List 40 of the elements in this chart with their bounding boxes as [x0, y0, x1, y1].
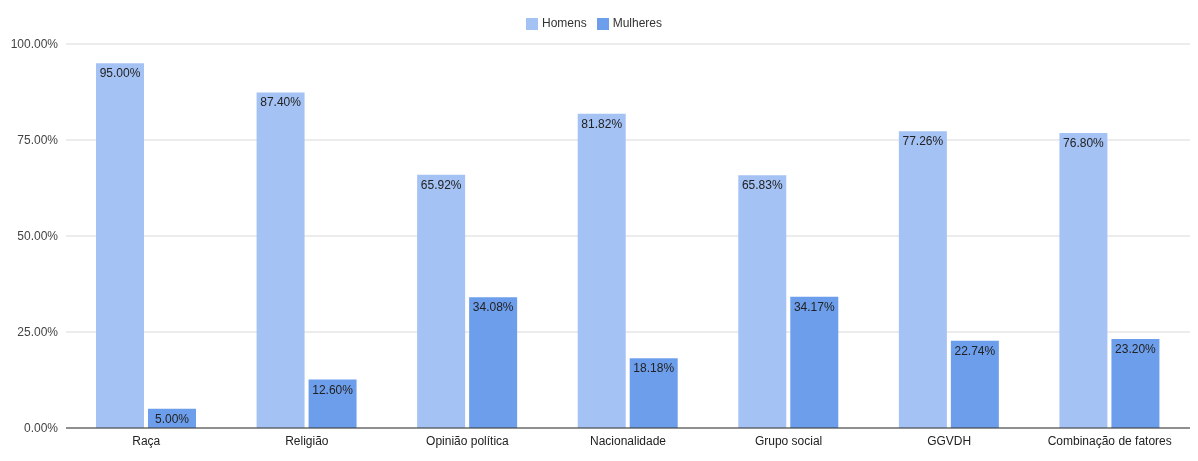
bar	[738, 175, 787, 428]
data-label: 77.26%	[902, 134, 944, 149]
data-label: 76.80%	[1063, 136, 1105, 151]
x-tick-label: Combinação de fatores	[1047, 433, 1172, 448]
x-tick-label: Raça	[132, 433, 161, 448]
data-label: 5.00%	[154, 411, 190, 426]
x-tick-label: Grupo social	[754, 433, 823, 448]
bar	[1111, 338, 1160, 428]
data-label: 23.20%	[1115, 341, 1157, 356]
data-label: 87.40%	[260, 95, 302, 110]
data-label: 34.17%	[793, 299, 835, 314]
data-label: 65.83%	[741, 178, 783, 193]
data-label: 65.92%	[420, 177, 462, 192]
bar	[629, 358, 678, 428]
data-label: 34.08%	[472, 300, 514, 315]
bar	[898, 131, 947, 428]
data-label: 81.82%	[581, 116, 623, 131]
y-tick-label: 75.00%	[17, 133, 59, 148]
legend-label: Mulheres	[612, 16, 663, 30]
data-label: 22.74%	[954, 343, 996, 358]
bar	[577, 113, 626, 428]
bar	[96, 63, 144, 428]
x-tick-label: Religião	[285, 433, 329, 448]
bar	[469, 297, 518, 428]
x-tick-label: Opinião política	[426, 433, 510, 448]
x-tick-label: Nacionalidade	[589, 433, 667, 448]
bar	[256, 92, 305, 428]
bar	[950, 340, 999, 428]
data-label: 18.18%	[633, 361, 675, 376]
bar	[790, 296, 839, 428]
bar	[1059, 133, 1108, 428]
data-label: 12.60%	[312, 382, 354, 397]
y-tick-label: 50.00%	[17, 229, 59, 244]
data-label: 95.00%	[99, 66, 141, 81]
y-tick-label: 100.00%	[10, 37, 59, 52]
x-tick-label: GGVDH	[927, 433, 972, 448]
y-tick-label: 25.00%	[17, 325, 59, 340]
y-tick-label: 0.00%	[23, 421, 59, 436]
legend-label: Homens	[541, 16, 587, 30]
bar	[417, 174, 466, 428]
